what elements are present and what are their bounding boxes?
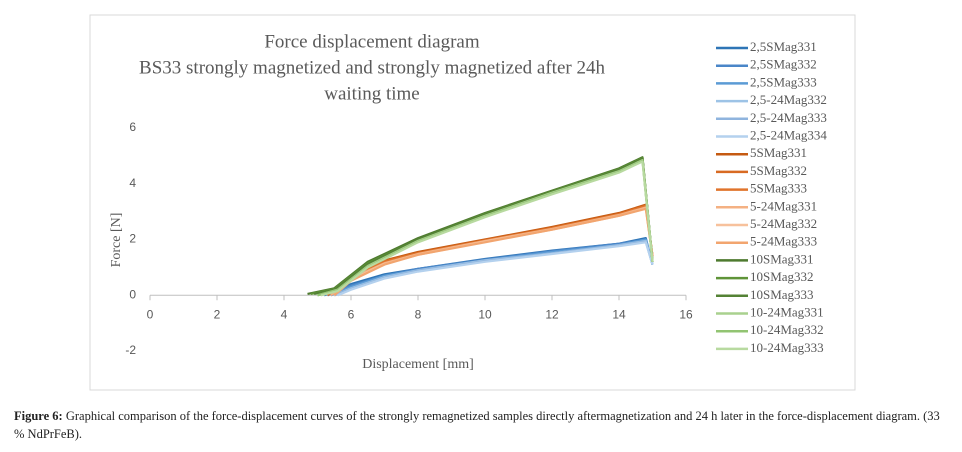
y-tick-label: -2 [125,343,136,357]
x-tick-label: 2 [214,307,221,321]
y-tick-label: 4 [129,176,136,190]
legend-label: 5SMag331 [750,145,807,160]
y-axis-label: Force [N] [109,213,124,268]
legend-label: 5SMag333 [750,181,807,196]
chart-frame [89,14,856,391]
legend-label: 5-24Mag332 [750,216,817,231]
x-axis-label: Displacement [mm] [362,357,474,372]
y-tick-label: 6 [129,120,136,134]
legend-label: 5SMag332 [750,163,807,178]
x-tick-label: 8 [415,307,422,321]
legend-label: 10-24Mag331 [750,304,824,319]
x-tick-label: 16 [679,307,693,321]
legend-label: 2,5SMag333 [750,74,817,89]
data-line [313,157,654,295]
legend-label: 10-24Mag333 [750,340,824,355]
caption: Figure 6: Graphical comparison of the fo… [14,407,949,443]
legend-label: 10SMag333 [750,287,814,302]
legend-label: 2,5-24Mag333 [750,110,827,125]
data-line [337,241,654,297]
legend-label: 2,5-24Mag332 [750,92,827,107]
x-tick-label: 14 [612,307,626,321]
x-tick-label: 12 [545,307,559,321]
data-line [333,207,654,297]
caption-text: Graphical comparison of the force-displa… [14,409,940,441]
legend-label: 2,5SMag332 [750,57,817,72]
legend-label: 10-24Mag332 [750,322,824,337]
legend-label: 2,5-24Mag334 [750,127,827,142]
legend-label: 10SMag332 [750,269,814,284]
y-tick-label: 0 [129,287,136,301]
legend-label: 5-24Mag331 [750,198,817,213]
caption-label: Figure 6: [14,409,63,423]
chart-title: waiting time [324,83,420,104]
legend-label: 5-24Mag333 [750,234,817,249]
legend-label: 10SMag331 [750,251,814,266]
x-tick-label: 10 [478,307,492,321]
chart-title: Force displacement diagram [264,31,479,52]
chart-title: BS33 strongly magnetized and strongly ma… [139,57,605,78]
y-tick-label: 2 [129,232,136,246]
data-line [320,160,654,297]
x-tick-label: 0 [147,307,154,321]
x-tick-label: 6 [348,307,355,321]
chart: Force displacement diagram BS33 strongly… [89,14,856,391]
legend-label: 2,5SMag331 [750,39,817,54]
x-tick-label: 4 [281,307,288,321]
